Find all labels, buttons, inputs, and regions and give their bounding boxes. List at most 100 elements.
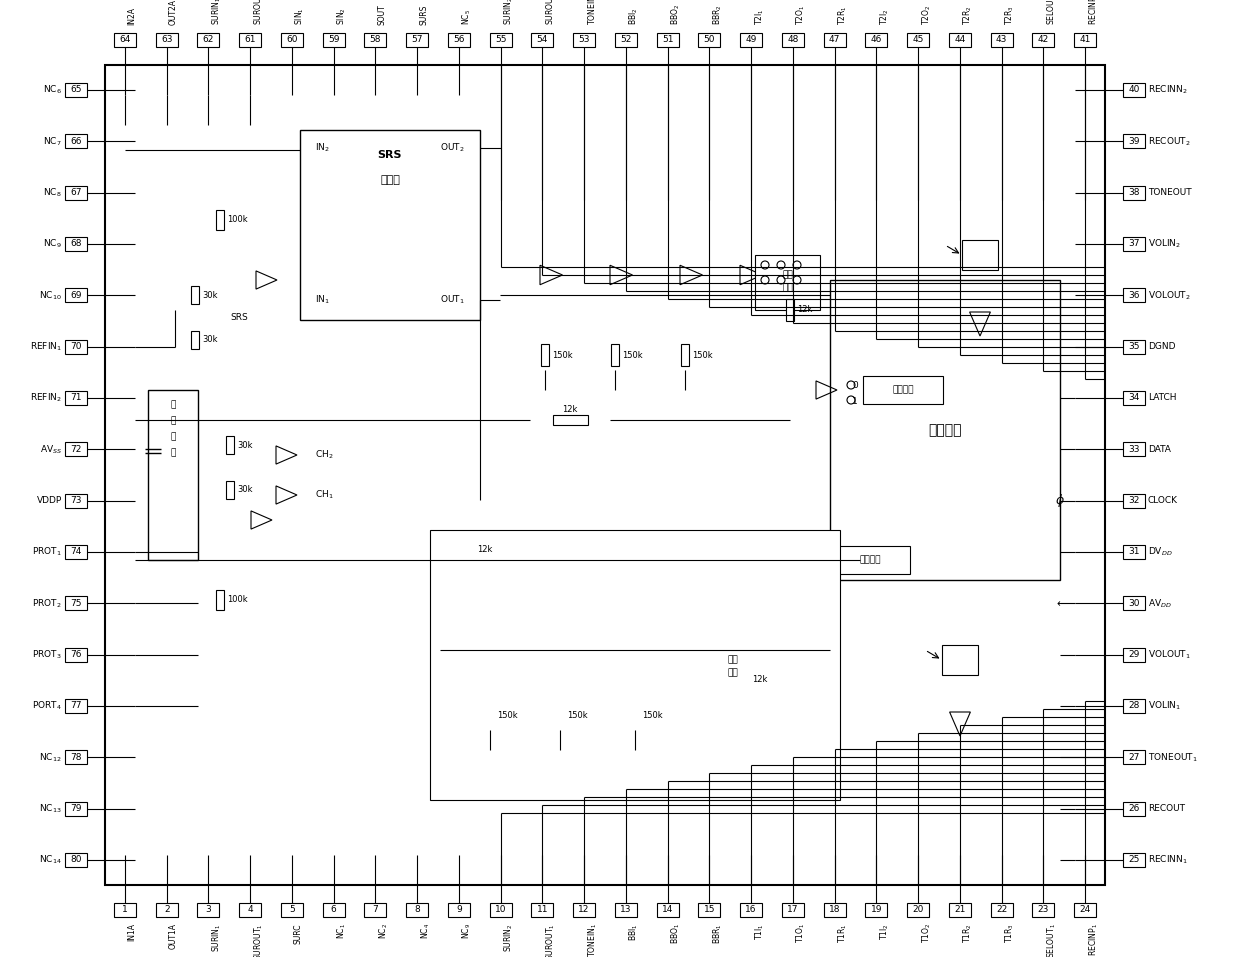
Text: 13: 13 (620, 905, 632, 915)
Bar (226, 436, 234, 454)
Text: 150k: 150k (642, 710, 663, 720)
Text: 6: 6 (330, 905, 337, 915)
Bar (701, 640, 766, 695)
Bar (1075, 33, 1096, 47)
Text: 80: 80 (70, 856, 81, 864)
Text: 28: 28 (1128, 701, 1140, 710)
Text: 录音: 录音 (782, 283, 793, 292)
Bar (65, 237, 88, 251)
Text: T1O$_1$: T1O$_1$ (794, 923, 807, 944)
Bar (323, 33, 345, 47)
Bar (198, 33, 219, 47)
Text: 12k: 12k (752, 676, 767, 684)
Bar (942, 645, 978, 675)
Text: 18: 18 (829, 905, 841, 915)
Bar (430, 530, 839, 800)
Text: 环绕声: 环绕声 (380, 175, 400, 185)
Text: BBI$_2$: BBI$_2$ (628, 8, 641, 25)
Text: SURIN$_1$: SURIN$_1$ (210, 923, 223, 951)
Bar (155, 903, 178, 917)
Text: NC$_{13}$: NC$_{13}$ (39, 802, 63, 815)
Bar (1123, 545, 1145, 559)
Bar (226, 481, 234, 499)
Text: 31: 31 (1128, 547, 1140, 557)
Bar (532, 903, 553, 917)
Text: RECOUT: RECOUT (1148, 804, 1185, 813)
Text: PROT$_1$: PROT$_1$ (33, 545, 63, 558)
Text: 1: 1 (852, 397, 858, 407)
Text: TONEOUT$_1$: TONEOUT$_1$ (1148, 751, 1197, 764)
Bar (65, 648, 88, 661)
Text: CH$_1$: CH$_1$ (315, 489, 334, 501)
Bar (65, 186, 88, 200)
Text: 48: 48 (787, 35, 798, 44)
Text: 60: 60 (286, 35, 298, 44)
Text: 150k: 150k (552, 350, 573, 360)
Bar (907, 903, 929, 917)
Text: NC$_9$: NC$_9$ (460, 923, 473, 939)
Text: 76: 76 (70, 650, 81, 659)
Text: OUT$_1$: OUT$_1$ (440, 294, 465, 306)
Text: 46: 46 (871, 35, 882, 44)
Text: 70: 70 (70, 343, 81, 351)
Bar (239, 903, 261, 917)
Bar (468, 555, 503, 565)
Bar (615, 903, 637, 917)
Text: RECINP$_1$: RECINP$_1$ (1087, 923, 1100, 956)
Bar (114, 33, 136, 47)
Bar (1123, 494, 1145, 507)
Text: 32: 32 (1128, 496, 1140, 505)
Text: NC$_1$: NC$_1$ (335, 923, 348, 939)
Text: DATA: DATA (1148, 445, 1171, 454)
Bar (105, 65, 1105, 885)
Text: T2O$_1$: T2O$_1$ (794, 5, 807, 25)
Text: 12k: 12k (478, 545, 493, 554)
Bar (823, 33, 846, 47)
Text: 27: 27 (1128, 753, 1140, 762)
Text: DV$_{DD}$: DV$_{DD}$ (1148, 545, 1172, 558)
Text: 68: 68 (70, 239, 81, 249)
Bar (866, 33, 887, 47)
Text: 44: 44 (955, 35, 966, 44)
Text: 8: 8 (414, 905, 420, 915)
Text: 23: 23 (1037, 905, 1048, 915)
Text: 4: 4 (248, 905, 253, 915)
Text: 40: 40 (1128, 85, 1140, 95)
Text: 19: 19 (871, 905, 882, 915)
Text: 1: 1 (123, 905, 128, 915)
Bar (364, 33, 387, 47)
Bar (573, 903, 595, 917)
Bar (1123, 83, 1145, 97)
Bar (631, 704, 639, 726)
Bar (1032, 903, 1055, 917)
Bar (991, 903, 1012, 917)
Text: T1I$_2$: T1I$_2$ (878, 923, 891, 940)
Text: T1O$_2$: T1O$_2$ (919, 923, 932, 944)
Text: T2I$_2$: T2I$_2$ (878, 9, 891, 25)
Text: VOLOUT$_1$: VOLOUT$_1$ (1148, 649, 1191, 661)
Text: T2R$_2$: T2R$_2$ (962, 5, 975, 25)
Text: NC$_{10}$: NC$_{10}$ (39, 289, 63, 301)
Bar (555, 704, 564, 726)
Text: NC$_4$: NC$_4$ (419, 923, 432, 939)
Text: 79: 79 (70, 804, 81, 813)
Text: 22: 22 (996, 905, 1007, 915)
Text: 10: 10 (495, 905, 507, 915)
Text: PROT$_3$: PROT$_3$ (33, 649, 63, 661)
Text: SURC: SURC (294, 923, 303, 944)
Text: NC$_5$: NC$_5$ (460, 9, 473, 25)
Bar (198, 903, 219, 917)
Text: 51: 51 (662, 35, 673, 44)
Text: 58: 58 (370, 35, 382, 44)
Text: 55: 55 (495, 35, 507, 44)
Text: SURIN$_{2}$: SURIN$_{2}$ (503, 0, 515, 25)
Text: TONEOUT: TONEOUT (1148, 189, 1192, 197)
Text: SURIN$_2$: SURIN$_2$ (503, 923, 515, 951)
Text: T2I$_1$: T2I$_1$ (753, 9, 766, 25)
Bar (489, 903, 512, 917)
Text: DGND: DGND (1148, 343, 1176, 351)
Text: IN$_1$: IN$_1$ (315, 294, 330, 306)
Bar (300, 130, 480, 320)
Text: NC$_9$: NC$_9$ (44, 237, 63, 250)
Bar (1123, 237, 1145, 251)
